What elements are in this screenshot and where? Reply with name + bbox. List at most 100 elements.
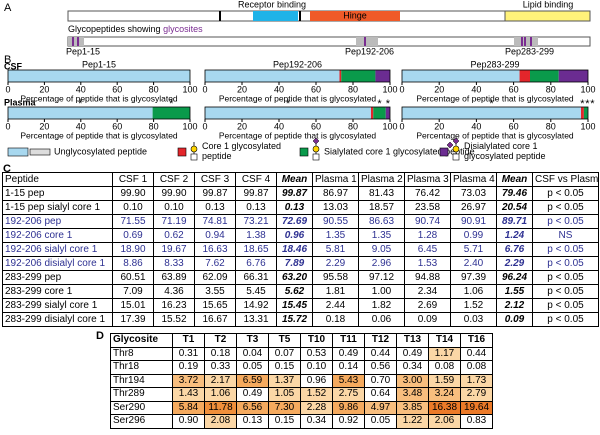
tick-label: 20 xyxy=(434,121,444,131)
peptide-region xyxy=(356,37,378,46)
table-cell: 71.55 xyxy=(112,214,154,229)
legend-label: Unglycosylated peptide xyxy=(54,146,147,156)
tick-label: 100 xyxy=(580,84,595,94)
heatmap-cell: 0.33 xyxy=(204,360,237,375)
tick-label: 20 xyxy=(237,84,247,94)
bar-segment xyxy=(581,107,584,119)
tick-label: 40 xyxy=(76,121,86,131)
heatmap-cell: 2.79 xyxy=(460,387,493,402)
heatmap-cell: 3.48 xyxy=(396,387,429,402)
heatmap-cell: 2.28 xyxy=(300,400,333,415)
tick-label: 20 xyxy=(39,84,49,94)
domain-label: Lipid binding xyxy=(523,0,574,9)
tick-label: 0 xyxy=(5,121,10,131)
table-cell: 97.39 xyxy=(450,270,497,285)
table-cell: 5.71 xyxy=(450,242,497,257)
bar-outline xyxy=(7,106,191,120)
tick-label: 80 xyxy=(546,84,556,94)
header-cell: Plasma 2 xyxy=(358,172,405,187)
table-cell: 99.90 xyxy=(153,186,195,201)
heatmap-cell: 0.04 xyxy=(236,346,269,361)
heatmap-cell: 5.84 xyxy=(172,400,205,415)
table-cell: 18.46 xyxy=(276,242,313,257)
header-row: Glycosite T1 T2 T3 T5 T10 T11 T12 T13 T14 T16 xyxy=(110,333,493,348)
peptide-bar xyxy=(67,36,591,47)
table-cell: 5.62 xyxy=(276,284,313,299)
table-cell: 73.03 xyxy=(450,186,497,201)
table-cell: 62.09 xyxy=(194,270,236,285)
glycopeptides-title: Glycopeptides showing glycosites xyxy=(68,24,203,34)
tick-label: 40 xyxy=(76,84,86,94)
bar-segment xyxy=(558,70,588,82)
significance-star: * xyxy=(169,98,174,110)
table-row: 1-15 pep sialyl core 1 0.10 0.10 0.13 0.13 0.… xyxy=(2,200,599,215)
tick-label: 100 xyxy=(382,84,397,94)
group-label: CSF xyxy=(4,61,23,71)
heatmap-cell: 0.64 xyxy=(364,387,397,402)
axis-label: Percentage of peptide that is glycosylat… xyxy=(416,93,574,103)
table-cell: 2.29 xyxy=(312,256,359,271)
glycan-icon xyxy=(312,137,320,145)
legend-swatch xyxy=(299,147,309,157)
panel-label: D xyxy=(96,330,104,342)
table-cell: 6.76 xyxy=(496,242,533,257)
heatmap-cell: 19.64 xyxy=(460,400,493,415)
table-cell: 0.13 xyxy=(276,200,313,215)
glycan-icon xyxy=(312,145,320,153)
table-cell: 86.97 xyxy=(312,186,359,201)
title-part: Glycopeptides showing xyxy=(68,24,163,34)
heatmap-cell: 1.52 xyxy=(300,387,333,402)
significance-star: * xyxy=(489,98,494,110)
header-cell: Plasma 1 xyxy=(312,172,359,187)
heatmap-cell: 1.37 xyxy=(268,373,301,388)
heatmap-cell: 0.53 xyxy=(300,346,333,361)
heatmap-cell: 2.06 xyxy=(428,414,461,429)
legend-line: Core 1 glycosylated xyxy=(202,141,281,151)
bar-outline xyxy=(7,69,191,83)
table-cell: 2.34 xyxy=(404,284,451,299)
table-cell: 79.46 xyxy=(496,186,533,201)
legend-swatch xyxy=(177,147,187,157)
tick-label: 0 xyxy=(202,84,207,94)
glycan-icon xyxy=(452,153,460,161)
table-cell: 192-206 core 1 xyxy=(2,228,113,243)
bar-segment xyxy=(8,107,153,119)
heatmap-cell: 4.97 xyxy=(364,400,397,415)
domain-label: Hinge xyxy=(343,10,367,20)
tick-label: 0 xyxy=(5,84,10,94)
table-cell: 1.06 xyxy=(450,284,497,299)
bar-outline xyxy=(204,106,391,120)
bar-segment xyxy=(339,70,342,82)
glycan-icon xyxy=(452,137,460,145)
tick-label: 20 xyxy=(434,84,444,94)
header-cell: T11 xyxy=(332,333,365,348)
heatmap-cell: 3.72 xyxy=(172,373,205,388)
heatmap-cell: 1.05 xyxy=(268,387,301,402)
panel-title: Pep192-206 xyxy=(273,59,322,69)
table-cell: p < 0.05 xyxy=(532,298,599,313)
legend-label: Disialylated core 1 glycosylated peptide xyxy=(464,141,546,161)
panel-label: A xyxy=(4,2,12,14)
table-cell: 283-299 core 1 xyxy=(2,284,113,299)
heatmap-cell: 0.10 xyxy=(300,360,333,375)
heatmap-cell: 3.85 xyxy=(396,400,429,415)
table-cell: 86.63 xyxy=(358,214,405,229)
table-cell: 8.33 xyxy=(153,256,195,271)
peptide-label: Pep283-299 xyxy=(505,46,554,56)
header-cell: Plasma 4 xyxy=(450,172,497,187)
table-row: 283-299 pep 60.51 63.89 62.09 66.31 63.20 95.5… xyxy=(2,270,599,285)
header-cell: CSF 1 xyxy=(112,172,154,187)
header-cell: Mean xyxy=(276,172,313,187)
table-cell: 0.13 xyxy=(235,200,277,215)
heatmap-cell: 3.24 xyxy=(428,387,461,402)
tick-label: 80 xyxy=(546,121,556,131)
tick-label: 60 xyxy=(509,84,519,94)
bar-outline xyxy=(401,106,589,120)
table-cell: 8.86 xyxy=(112,256,154,271)
table-cell: 63.20 xyxy=(276,270,313,285)
table-cell: 1.53 xyxy=(404,256,451,271)
table-cell: 63.89 xyxy=(153,270,195,285)
header-cell: Mean xyxy=(496,172,533,187)
axis-label: Percentage of peptide that is glycosylat… xyxy=(20,93,178,103)
title-highlight: glycosites xyxy=(163,24,203,34)
